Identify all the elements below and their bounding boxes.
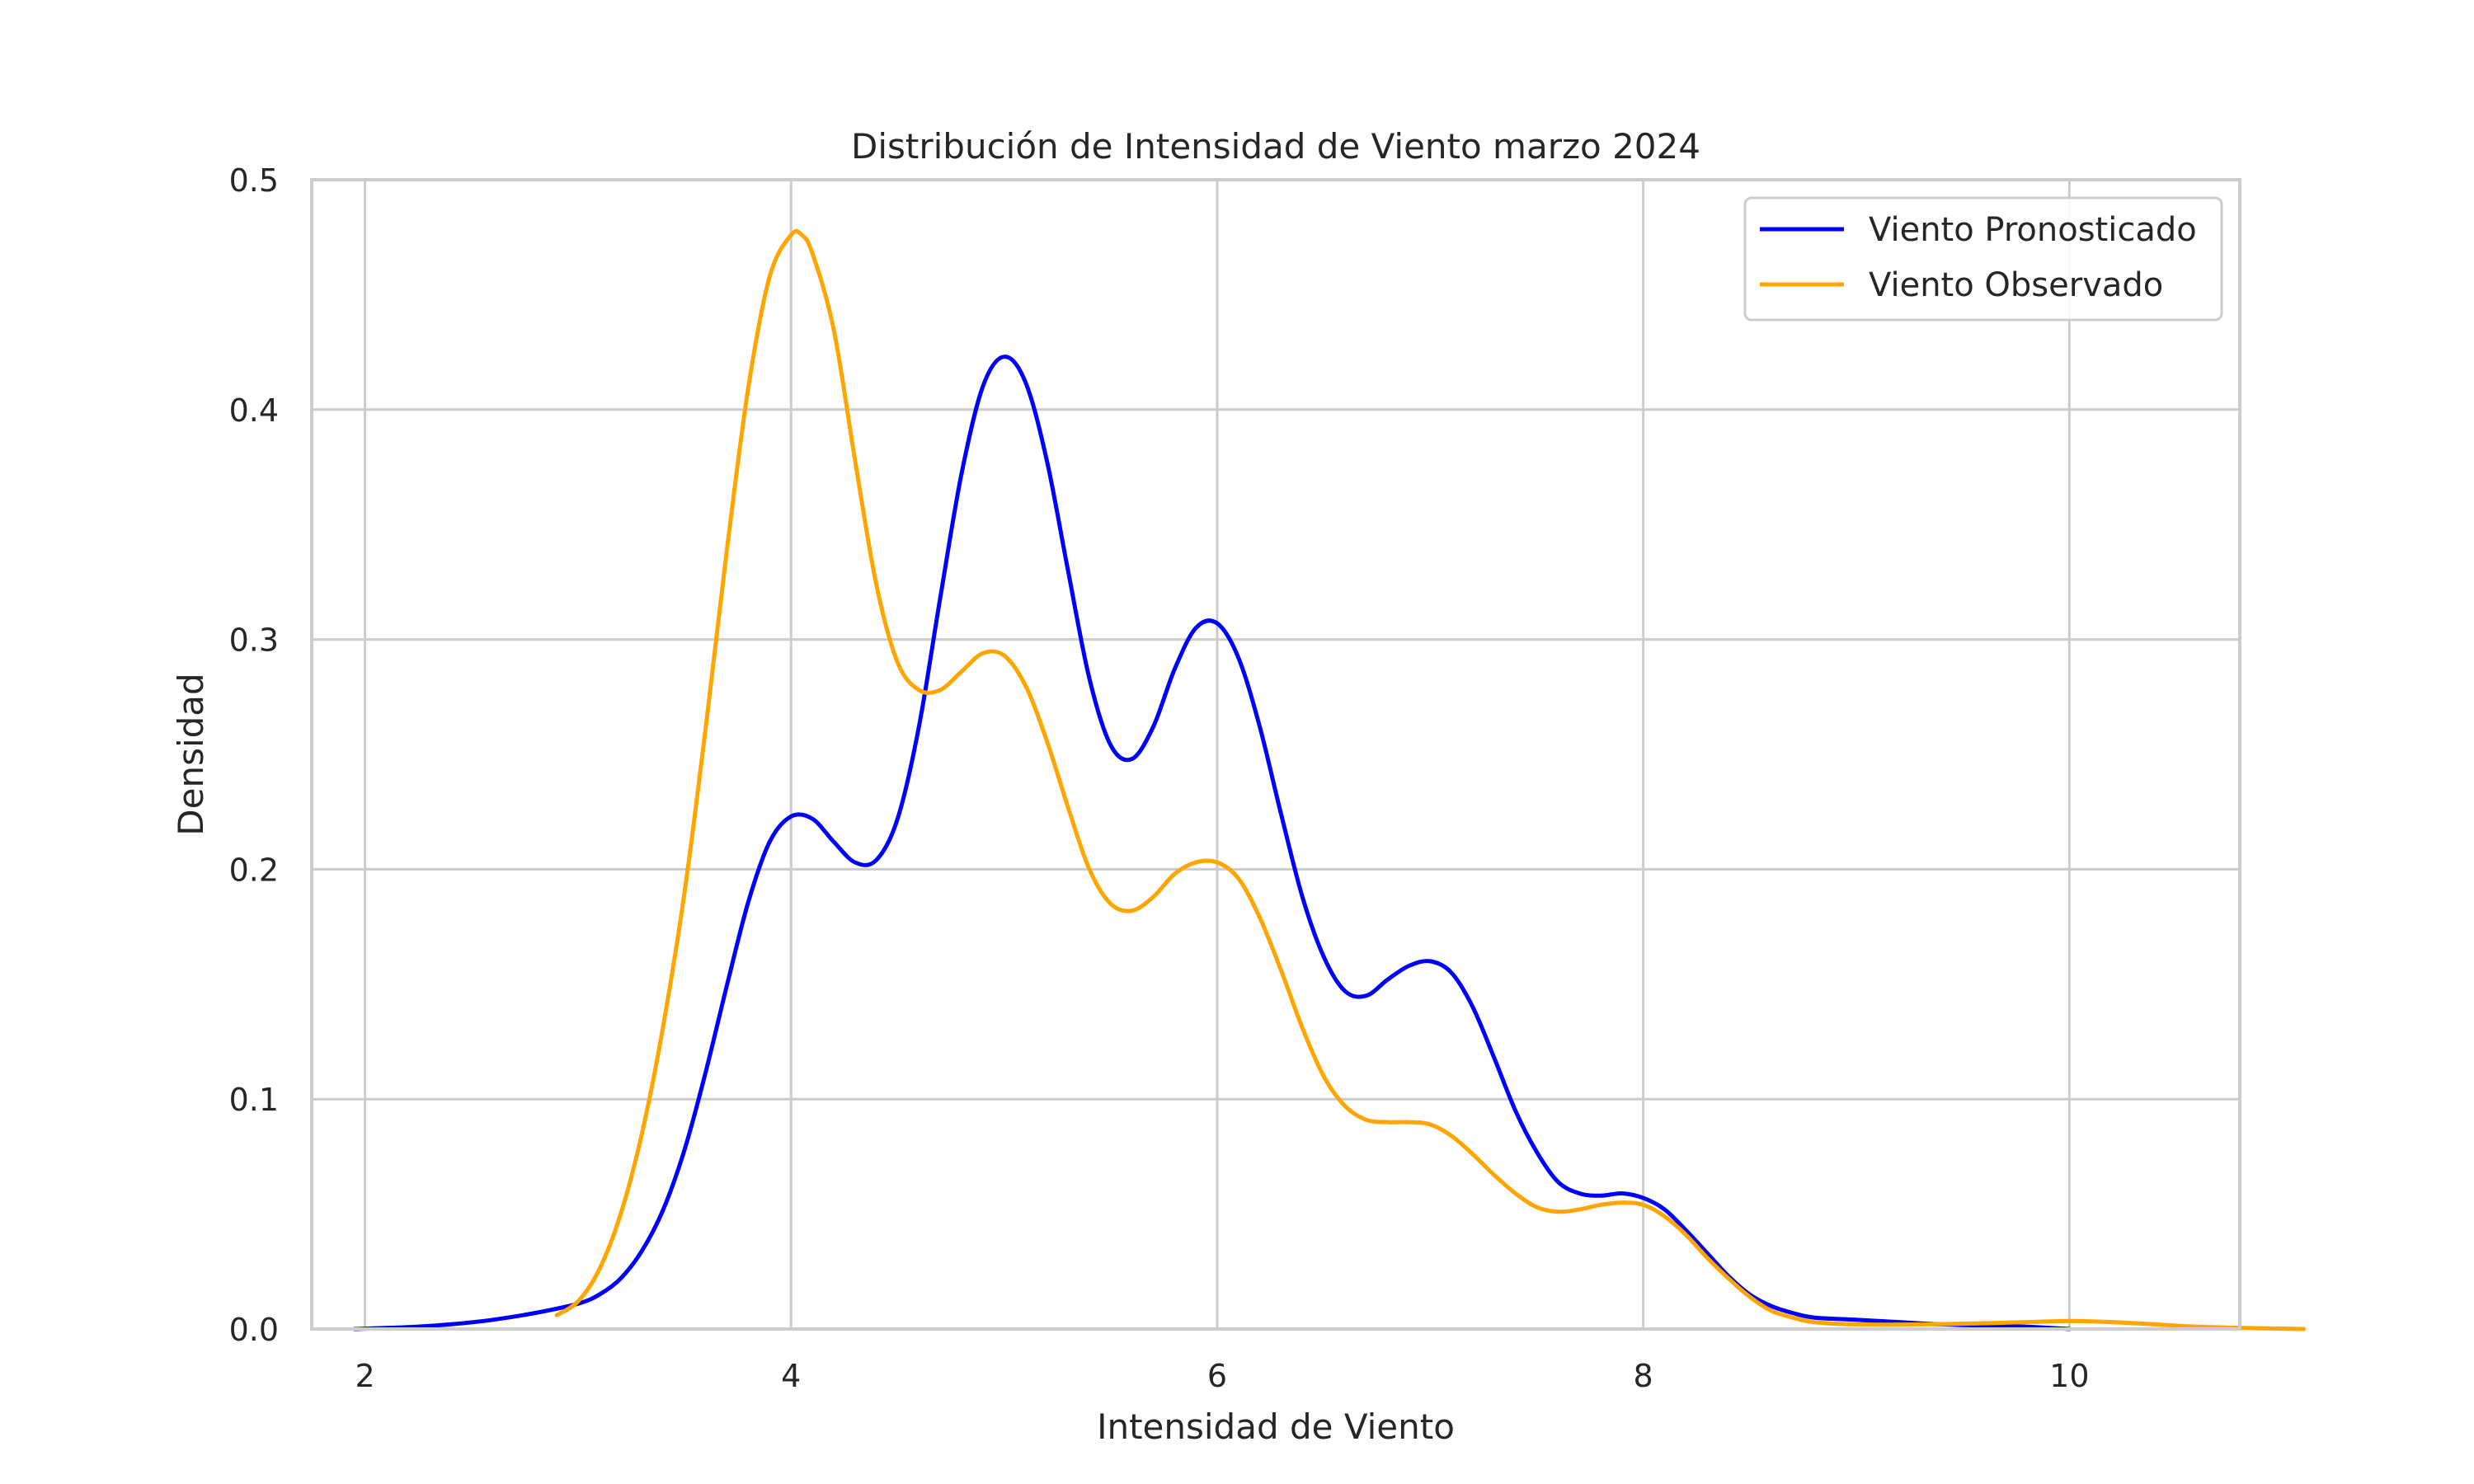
- tick-labels: 2 4 6 8 10 0.0 0.1 0.2 0.3 0.4 0.5: [229, 162, 2090, 1394]
- y-tick-label: 0.2: [229, 852, 279, 888]
- legend-label-observed: Viento Observado: [1869, 266, 2163, 304]
- x-tick-label: 10: [2049, 1358, 2089, 1394]
- y-tick-label: 0.1: [229, 1082, 279, 1118]
- plot-frame: [310, 178, 2241, 1331]
- y-tick-label: 0.4: [229, 392, 279, 429]
- x-tick-label: 8: [1634, 1358, 1653, 1394]
- x-tick-label: 4: [781, 1358, 801, 1394]
- series-line-forecast: [352, 355, 2072, 1331]
- legend-box: [1743, 196, 2223, 322]
- series-lines: [352, 228, 2306, 1331]
- series-line-observed: [554, 228, 2306, 1331]
- legend: Viento Pronosticado Viento Observado: [1743, 196, 2223, 322]
- y-tick-label: 0.0: [229, 1312, 279, 1348]
- x-axis-label: Intensidad de Viento: [1097, 1407, 1455, 1447]
- legend-label-forecast: Viento Pronosticado: [1869, 211, 2197, 249]
- y-axis-label: Densidad: [171, 673, 211, 835]
- y-tick-label: 0.5: [229, 162, 279, 199]
- x-tick-label: 2: [355, 1358, 374, 1394]
- y-tick-label: 0.3: [229, 622, 279, 659]
- x-tick-label: 6: [1207, 1358, 1227, 1394]
- chart-title: Distribución de Intensidad de Viento mar…: [851, 126, 1700, 167]
